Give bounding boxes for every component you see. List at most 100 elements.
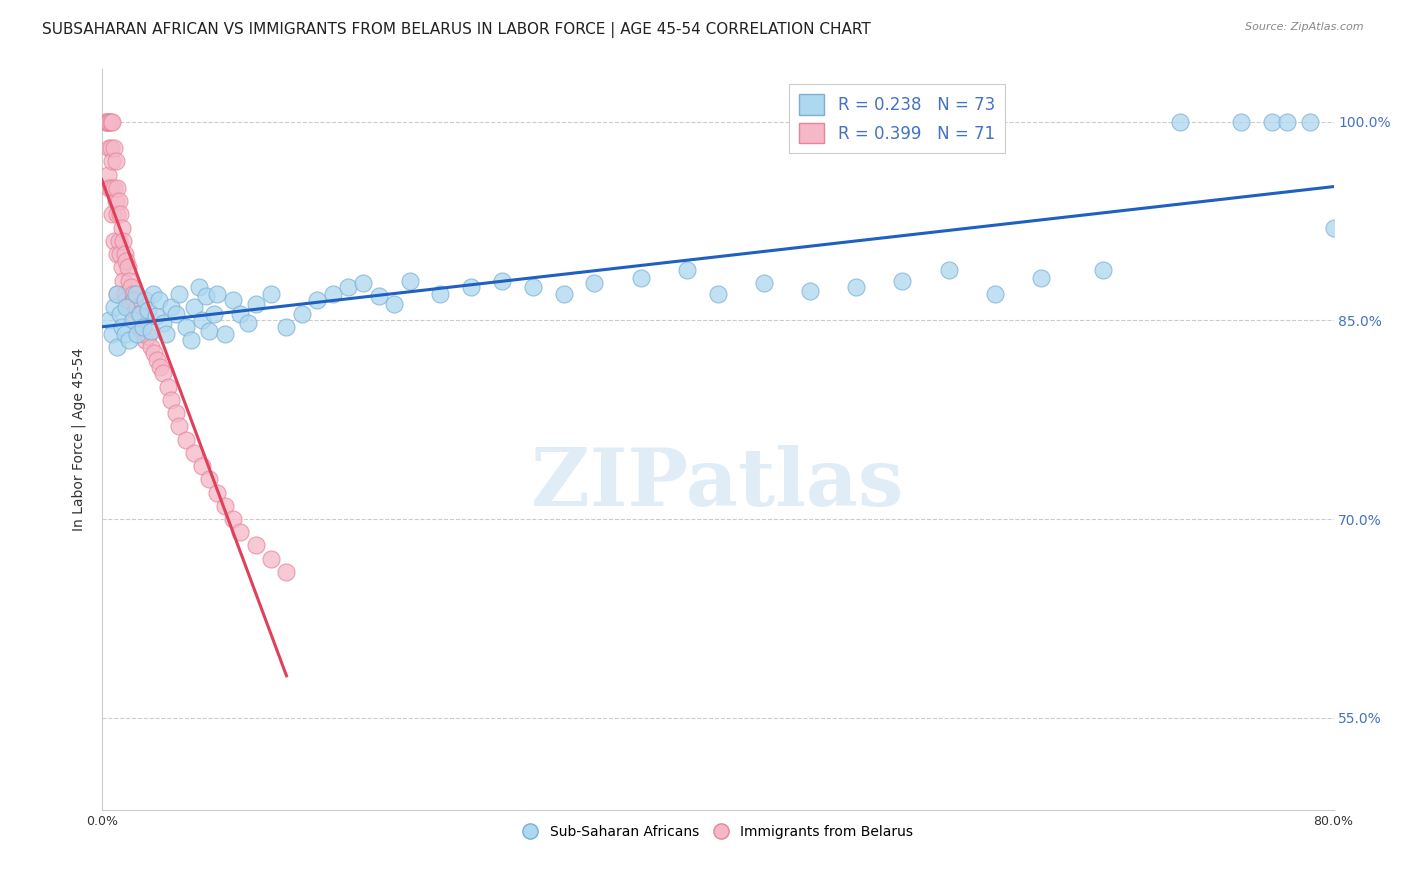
Point [124, 286, 146, 301]
Point [118, 273, 141, 287]
Point [1299, 114, 1322, 128]
Point [183, 446, 205, 460]
Point [180, 333, 202, 347]
Point [114, 326, 136, 341]
Point [132, 319, 155, 334]
Point [984, 286, 1007, 301]
Point [1277, 114, 1299, 128]
Point [367, 289, 389, 303]
Point [276, 319, 298, 334]
Point [115, 293, 138, 308]
Point [205, 485, 228, 500]
Point [307, 293, 329, 308]
Y-axis label: In Labor Force | Age 45-54: In Labor Force | Age 45-54 [72, 348, 86, 531]
Point [165, 406, 187, 420]
Point [103, 180, 125, 194]
Point [553, 286, 575, 301]
Point [583, 276, 606, 290]
Point [491, 273, 513, 287]
Point [706, 286, 728, 301]
Point [139, 340, 162, 354]
Point [891, 273, 914, 287]
Point [128, 307, 150, 321]
Point [143, 346, 166, 360]
Point [382, 297, 405, 311]
Point [214, 326, 236, 341]
Point [103, 234, 125, 248]
Point [141, 286, 163, 301]
Point [139, 324, 162, 338]
Text: SUBSAHARAN AFRICAN VS IMMIGRANTS FROM BELARUS IN LABOR FORCE | AGE 45-54 CORRELA: SUBSAHARAN AFRICAN VS IMMIGRANTS FROM BE… [42, 22, 870, 38]
Point [104, 154, 127, 169]
Point [155, 326, 177, 341]
Point [108, 247, 131, 261]
Point [112, 234, 135, 248]
Point [127, 300, 149, 314]
Point [96, 114, 118, 128]
Point [136, 329, 159, 343]
Point [845, 280, 868, 294]
Point [114, 247, 136, 261]
Point [160, 392, 183, 407]
Point [1168, 114, 1191, 128]
Point [229, 525, 252, 540]
Point [100, 141, 122, 155]
Point [98, 313, 121, 327]
Point [107, 194, 129, 208]
Point [191, 458, 214, 473]
Point [132, 319, 155, 334]
Point [103, 141, 125, 155]
Point [101, 154, 124, 169]
Point [176, 433, 198, 447]
Point [114, 286, 136, 301]
Point [675, 263, 697, 277]
Point [121, 307, 143, 321]
Point [221, 512, 243, 526]
Point [1261, 114, 1284, 128]
Point [115, 253, 138, 268]
Point [97, 168, 120, 182]
Point [152, 366, 174, 380]
Point [214, 499, 236, 513]
Point [236, 316, 259, 330]
Point [100, 180, 122, 194]
Point [127, 326, 149, 341]
Point [120, 280, 142, 294]
Point [149, 359, 172, 374]
Point [245, 539, 267, 553]
Point [111, 220, 134, 235]
Point [167, 419, 190, 434]
Text: ZIPatlas: ZIPatlas [531, 445, 904, 523]
Point [291, 307, 314, 321]
Point [134, 333, 156, 347]
Point [103, 300, 125, 314]
Point [131, 326, 153, 341]
Point [97, 114, 120, 128]
Point [156, 379, 179, 393]
Point [1029, 271, 1052, 285]
Point [152, 316, 174, 330]
Point [105, 207, 128, 221]
Point [160, 300, 183, 314]
Point [105, 340, 128, 354]
Point [938, 263, 960, 277]
Point [122, 293, 145, 308]
Point [165, 307, 187, 321]
Point [104, 194, 127, 208]
Point [118, 300, 141, 314]
Point [129, 319, 152, 334]
Point [108, 207, 131, 221]
Point [111, 260, 134, 275]
Point [100, 114, 122, 128]
Point [101, 326, 124, 341]
Point [260, 551, 283, 566]
Point [124, 302, 146, 317]
Point [98, 114, 121, 128]
Point [398, 273, 420, 287]
Point [98, 141, 121, 155]
Point [146, 353, 169, 368]
Point [630, 271, 652, 285]
Point [98, 180, 121, 194]
Point [167, 286, 190, 301]
Point [205, 286, 228, 301]
